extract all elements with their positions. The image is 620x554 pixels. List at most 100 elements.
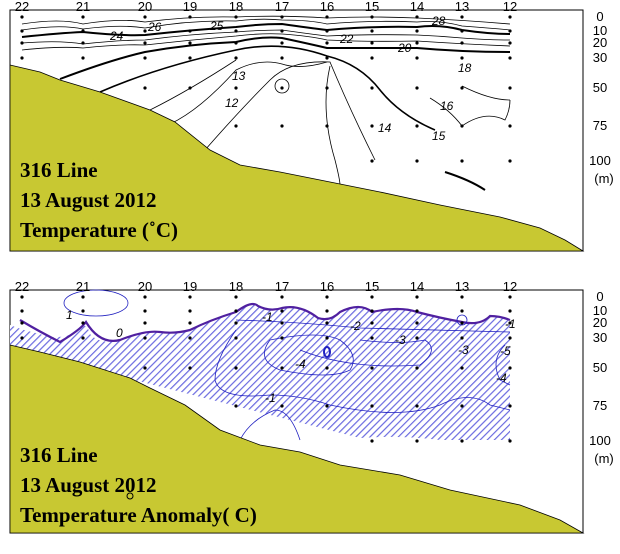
depth-tick-label: 0 (596, 289, 603, 304)
sample-point (370, 29, 374, 33)
station-label: 18 (229, 279, 243, 294)
contour-label: 0 (116, 326, 123, 340)
sample-point (20, 15, 24, 19)
contour-label: 22 (339, 32, 354, 46)
sample-point (460, 124, 464, 128)
depth-unit-label: (m) (594, 171, 614, 186)
sample-point (188, 29, 192, 33)
sample-point (415, 159, 419, 163)
sample-point (188, 41, 192, 45)
sample-point (280, 29, 284, 33)
sample-point (508, 56, 512, 60)
sample-point (508, 15, 512, 19)
sample-point (234, 404, 238, 408)
sample-point (280, 41, 284, 45)
seafloor-land (9, 64, 585, 252)
negative-anomaly-area (10, 304, 510, 440)
contour-label: 15 (432, 129, 446, 143)
sample-point (325, 56, 329, 60)
sample-point (143, 41, 147, 45)
sample-point (415, 86, 419, 90)
sample-point (143, 336, 147, 340)
station-label: 21 (76, 279, 90, 294)
panel-title-line: Temperature (˚C) (20, 218, 178, 242)
sample-point (415, 366, 419, 370)
contour-label: -1 (265, 391, 276, 405)
sample-point (280, 295, 284, 299)
sample-point (460, 86, 464, 90)
station-label: 15 (365, 0, 379, 14)
station-label: 22 (15, 279, 29, 294)
station-label: 12 (503, 0, 517, 14)
station-label: 21 (76, 0, 90, 14)
sample-point (280, 336, 284, 340)
sample-point (508, 321, 512, 325)
sample-point (415, 309, 419, 313)
sample-point (370, 56, 374, 60)
sample-point (415, 41, 419, 45)
panel-title-line: Temperature Anomaly( C) (20, 503, 257, 527)
station-label: 16 (320, 0, 334, 14)
sample-point (81, 29, 85, 33)
contour-label: 12 (225, 96, 239, 110)
sample-point (415, 56, 419, 60)
sample-point (460, 15, 464, 19)
sample-point (370, 41, 374, 45)
panel-title-line: 13 August 2012 (20, 473, 157, 497)
contour-label: -4 (496, 371, 507, 385)
sample-point (188, 295, 192, 299)
contour-label: -4 (295, 357, 306, 371)
depth-tick-label: 20 (593, 35, 607, 50)
sample-point (460, 56, 464, 60)
contour-label: 13 (232, 69, 246, 83)
depth-unit-label: (m) (594, 451, 614, 466)
station-label: 22 (15, 0, 29, 14)
sample-point (81, 295, 85, 299)
sample-point (508, 159, 512, 163)
sample-point (280, 309, 284, 313)
sample-point (370, 309, 374, 313)
sample-point (188, 309, 192, 313)
sample-point (81, 321, 85, 325)
contour-label: 24 (109, 29, 124, 43)
depth-tick-label: 30 (593, 330, 607, 345)
sample-point (143, 295, 147, 299)
station-label: 20 (138, 279, 152, 294)
contour-label: 16 (440, 99, 454, 113)
depth-tick-label: 30 (593, 50, 607, 65)
sample-point (370, 321, 374, 325)
sample-point (370, 159, 374, 163)
sample-point (234, 321, 238, 325)
sample-point (325, 15, 329, 19)
sample-point (20, 321, 24, 325)
depth-tick-label: 50 (593, 360, 607, 375)
sample-point (234, 15, 238, 19)
station-label: 20 (138, 0, 152, 14)
sample-point (280, 56, 284, 60)
station-label: 14 (410, 0, 424, 14)
sample-point (280, 86, 284, 90)
contour-label: -3 (395, 333, 406, 347)
sample-point (460, 366, 464, 370)
sample-point (460, 404, 464, 408)
sample-point (188, 56, 192, 60)
sample-point (20, 56, 24, 60)
sample-point (415, 29, 419, 33)
sample-point (188, 321, 192, 325)
sample-point (460, 321, 464, 325)
sample-point (325, 41, 329, 45)
temperature-panel: 24 26 25 22 20 28 18 13 12 16 14 15 22 21 20 19 18 17 16 1… (9, 0, 614, 252)
sample-point (508, 29, 512, 33)
station-label: 15 (365, 279, 379, 294)
depth-tick-label: 100 (589, 153, 611, 168)
sample-point (20, 29, 24, 33)
sample-point (280, 124, 284, 128)
sample-point (460, 309, 464, 313)
sample-point (81, 15, 85, 19)
station-label: 19 (183, 0, 197, 14)
station-label: 19 (183, 279, 197, 294)
sample-point (460, 159, 464, 163)
station-label: 18 (229, 0, 243, 14)
contour-label: -5 (500, 344, 511, 358)
